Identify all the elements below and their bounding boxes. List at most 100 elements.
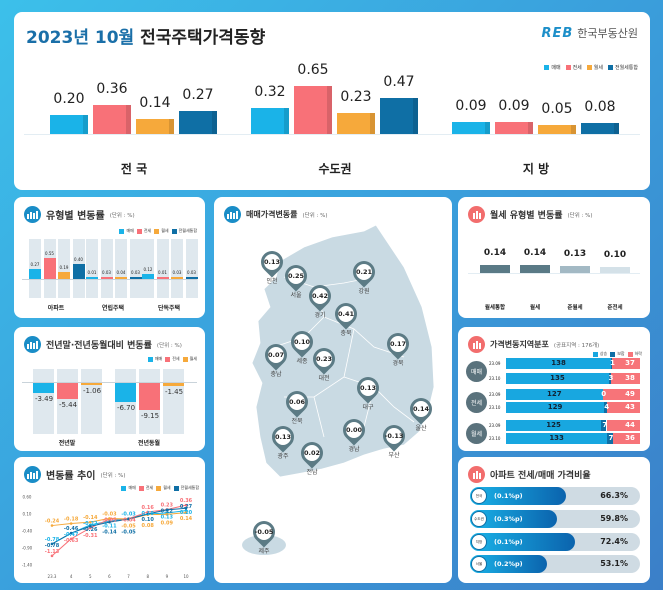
- title-main: 전국주택가격동향: [140, 28, 266, 48]
- ratio-fill: [470, 555, 547, 573]
- legend-item: 전월세통합: [607, 64, 638, 71]
- point-label: -0.47: [64, 532, 79, 538]
- category-label: 수도권: [318, 162, 352, 176]
- bar-chart-icon: [24, 466, 41, 483]
- point-label: -0.05: [121, 529, 136, 535]
- bar-value: 0.05: [541, 100, 573, 117]
- region-name: 충남: [270, 371, 282, 378]
- x-tick: 6: [108, 574, 111, 579]
- legend-swatch: [544, 65, 550, 70]
- unit-label: (단위 : %): [302, 212, 328, 219]
- legend-swatch: [136, 228, 142, 234]
- bar-매매: [115, 382, 136, 403]
- column-bg: [86, 239, 98, 298]
- bar-매매: [86, 277, 98, 279]
- y-tick: 0.10: [23, 512, 32, 517]
- region-value: 0.23: [315, 355, 333, 363]
- point-label: -0.63: [64, 538, 79, 544]
- legend-item: 매매: [119, 228, 134, 234]
- bar-매매: [251, 107, 289, 134]
- legend-item: 매매: [121, 485, 136, 491]
- legend-label: 전세: [572, 65, 582, 71]
- legend-item: 보합: [610, 351, 625, 357]
- segment-상승: [506, 389, 603, 400]
- region-name: 경기: [314, 312, 326, 319]
- bar-chart-icon: [224, 206, 241, 223]
- bar-매매: [50, 115, 88, 134]
- region-badge: 전국: [471, 488, 487, 504]
- title-date: 2023년 10월: [26, 28, 135, 48]
- bar-매매: [452, 122, 490, 134]
- bar-value: 0.27: [182, 86, 214, 103]
- legend-label: 전세: [145, 485, 154, 490]
- legend-label: 전월세통합: [178, 228, 197, 233]
- region-name: 부산: [388, 452, 400, 459]
- region-value: 0.10: [293, 338, 311, 346]
- region-value: -0.13: [384, 432, 404, 440]
- bar-value: 0.03: [172, 270, 182, 275]
- segment-하락: [607, 402, 640, 413]
- bar-전세: [495, 122, 533, 134]
- bar-value: 0.03: [102, 270, 111, 275]
- flat-count: 3: [608, 374, 614, 382]
- legend-label: 매매: [551, 65, 561, 71]
- legend-label: 월세: [593, 65, 603, 71]
- flat-count: 4: [604, 403, 610, 411]
- bar-전세: [139, 382, 160, 410]
- point-label: -0.46: [64, 526, 79, 532]
- region-value: 0.21: [355, 268, 373, 276]
- ratio-card: 아파트 전세/매매 가격비율 전국 (0.1%p) 66.3% 수도권 (0.3%p) 5…: [458, 457, 650, 583]
- legend-item: 월세: [156, 485, 171, 491]
- ratio-value: 59.8%: [600, 514, 628, 523]
- category-label: 아파트: [47, 305, 65, 312]
- region-name: 경북: [392, 360, 404, 367]
- legend-label: 매매: [154, 356, 163, 361]
- rise-count: 127: [547, 390, 562, 398]
- card-title: 전년말·전년동월대비 변동률: [46, 341, 152, 351]
- region-value: 0.02: [303, 449, 321, 457]
- column-bg: [81, 369, 102, 434]
- fall-count: 37: [625, 359, 635, 367]
- legend-item: 월세: [154, 228, 169, 234]
- y-tick: -0.90: [22, 546, 33, 551]
- flat-count: 1: [610, 359, 615, 367]
- point-월세: [69, 522, 73, 525]
- segment-보합: [611, 358, 612, 369]
- point-label: -0.14: [102, 529, 117, 535]
- unit-label: (공표지역 : 176개): [553, 342, 600, 349]
- category-label: 전년동월: [137, 440, 161, 447]
- column-bg: [115, 239, 127, 298]
- bar-전세: [100, 277, 113, 279]
- y-tick: 0.60: [23, 495, 32, 500]
- point-label: -0.11: [102, 523, 117, 529]
- category-label: 전 국: [120, 162, 148, 176]
- region-name: 충북: [340, 330, 352, 337]
- point-label: -0.22: [83, 521, 98, 527]
- legend-swatch: [173, 485, 179, 491]
- fall-count: 43: [625, 403, 635, 411]
- legend-swatch: [138, 485, 144, 491]
- category-label: 월세: [529, 305, 541, 311]
- column-bg: [142, 239, 154, 298]
- region-value: 0.25: [287, 272, 305, 280]
- ratio-fill: [470, 533, 575, 551]
- bar-value: 0.01: [158, 270, 167, 275]
- legend-label: 하락: [634, 351, 642, 356]
- segment-상승: [506, 433, 608, 444]
- line-월세: [51, 512, 187, 527]
- bar-value: 0.40: [74, 256, 83, 262]
- bar-매매: [33, 382, 54, 393]
- region-name: 전북: [291, 418, 303, 425]
- x-tick: 5: [89, 574, 92, 579]
- bar-매매: [29, 268, 41, 279]
- bar-전세: [93, 104, 131, 134]
- baseline: [22, 279, 197, 280]
- legend-item: 월세: [586, 64, 603, 71]
- point-전월세통합: [127, 517, 130, 521]
- bar-value: 0.20: [53, 91, 85, 108]
- region-distribution-card: 가격변동지역분포 (공표지역 : 176개) 상승 보합 하락 매매 23.09 138 1…: [458, 327, 650, 451]
- legend-swatch: [565, 65, 571, 70]
- column-bg: [29, 239, 41, 298]
- legend: 매매 전세 월세 전월세통합: [119, 228, 197, 234]
- region-name: 인천: [266, 278, 278, 285]
